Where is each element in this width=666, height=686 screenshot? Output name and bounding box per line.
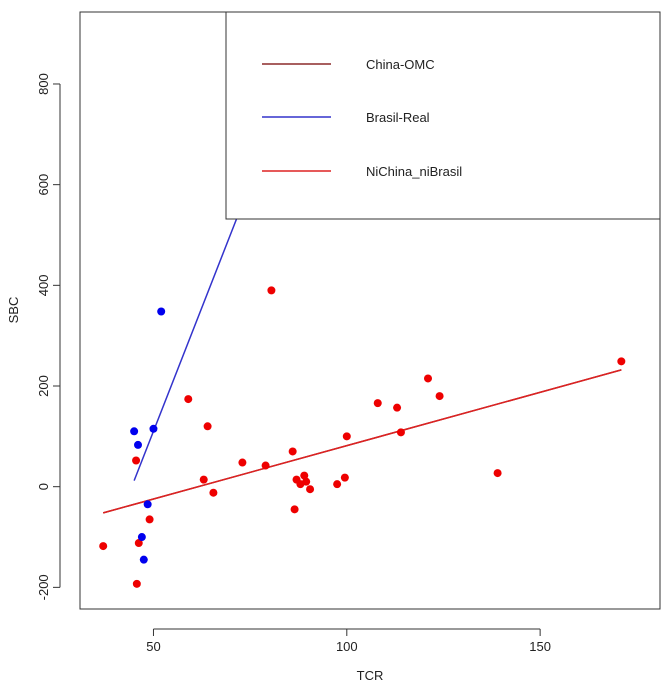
regression-lines [103,213,622,514]
legend-label-china-omc: China-OMC [366,57,435,72]
red-data-point [288,447,297,456]
red-data-point [184,395,193,404]
legend-entry: Brasil-Real [262,110,430,125]
red-data-point [396,428,405,437]
y-axis-label: SBC [6,297,21,324]
red-data-point [340,473,349,482]
red-data-point [238,458,247,467]
y-tick-label: 600 [36,174,51,196]
y-tick-label: 400 [36,274,51,296]
red-data-point [132,579,141,588]
red-data-point [342,432,351,441]
red-data-point [617,357,626,366]
x-tick-label: 150 [529,639,551,654]
legend-entry: NiChina_niBrasil [262,164,462,179]
legend-entry: China-OMC [262,57,435,72]
red-data-point [261,461,270,470]
series-line-3 [103,369,622,514]
red-data-point [199,475,208,484]
x-tick-label: 50 [146,639,160,654]
red-data-point [203,422,212,431]
red-data-point [302,477,311,486]
blue-data-point [149,424,158,433]
x-axis-label: TCR [357,668,384,683]
data-points [99,286,626,588]
red-data-point [424,374,432,383]
red-data-point [300,471,309,480]
x-axis: 50 100 150 [146,628,551,654]
red-data-point [393,403,402,412]
legend-label-nichina-nibrasil: NiChina_niBrasil [366,164,462,179]
red-data-point [373,399,382,408]
legend-label-brasil-real: Brasil-Real [366,110,430,125]
red-data-point [333,480,342,489]
red-data-point [306,485,315,494]
red-data-point [99,542,108,551]
blue-data-point [143,500,152,509]
blue-data-point [139,555,148,564]
y-axis: -200 0 200 400 600 800 [36,73,61,600]
legend: China-OMC Brasil-Real NiChina_niBrasil [225,11,661,220]
blue-data-point [157,307,166,316]
red-data-point [435,392,444,401]
y-tick-label: 0 [36,483,51,490]
red-data-point [493,469,502,478]
y-tick-label: 200 [36,375,51,397]
red-data-point [209,488,218,497]
red-data-point [145,515,154,524]
y-tick-label: 800 [36,73,51,95]
blue-data-point [130,427,139,436]
red-data-point [290,505,299,514]
y-tick-label: -200 [36,574,51,600]
blue-data-point [134,440,142,449]
legend-box [225,11,661,220]
series-line-2 [133,213,240,481]
blue-data-point [137,533,146,542]
red-data-point [267,286,276,295]
red-data-point [134,539,143,548]
x-tick-label: 100 [336,639,358,654]
red-data-point [132,456,141,465]
